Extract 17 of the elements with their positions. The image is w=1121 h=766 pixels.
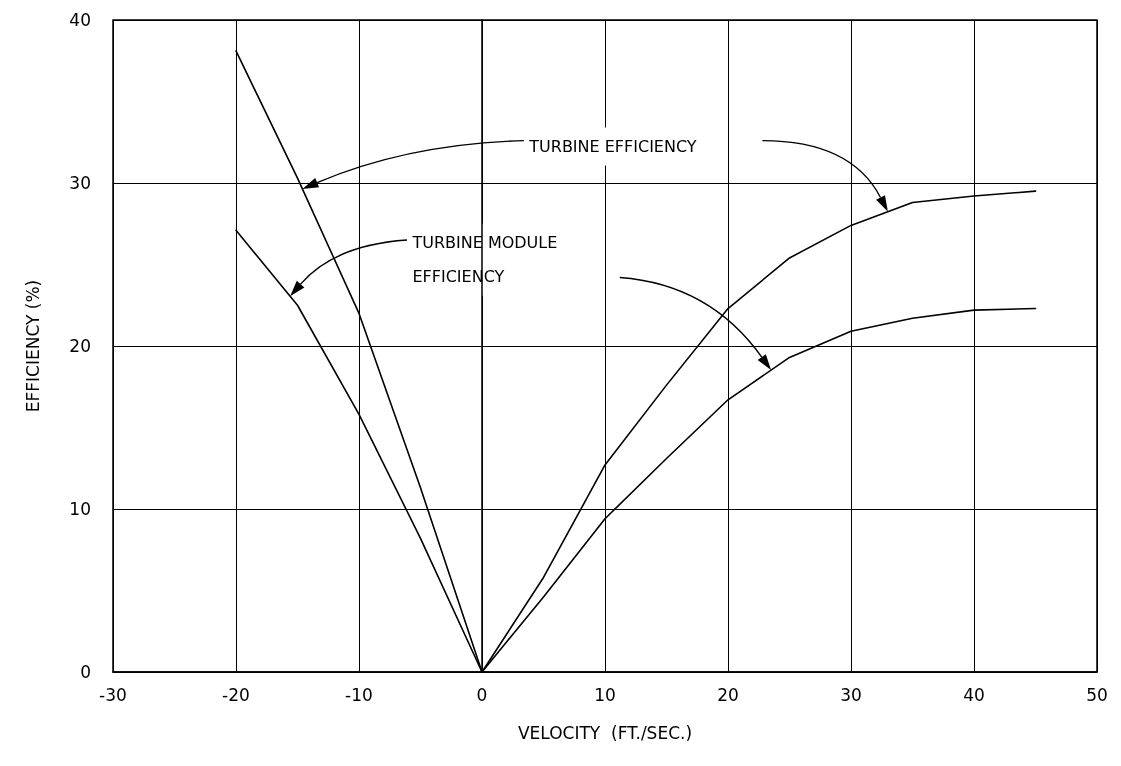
- x-tick-label: 20: [717, 684, 739, 705]
- x-tick-label: 0: [476, 684, 488, 705]
- x-tick-label: -30: [99, 684, 127, 705]
- y-axis-title: EFFICIENCY (%): [22, 279, 43, 413]
- x-tick-label: 40: [963, 684, 985, 705]
- x-tick-label: -20: [222, 684, 250, 705]
- x-axis-title: VELOCITY (FT./SEC.): [517, 722, 693, 743]
- y-tick-label: 30: [69, 173, 91, 193]
- x-tick-label: 10: [594, 684, 616, 705]
- y-tick-label: 0: [80, 662, 91, 682]
- x-tick-label: 50: [1086, 684, 1108, 705]
- x-tick-label: 30: [840, 684, 862, 705]
- y-tick-label: 20: [69, 336, 91, 356]
- annotation: TURBINE EFFICIENCY: [528, 137, 697, 157]
- y-tick-label: 40: [69, 10, 91, 30]
- x-tick-label: -10: [345, 684, 373, 705]
- y-tick-label: 10: [69, 499, 91, 519]
